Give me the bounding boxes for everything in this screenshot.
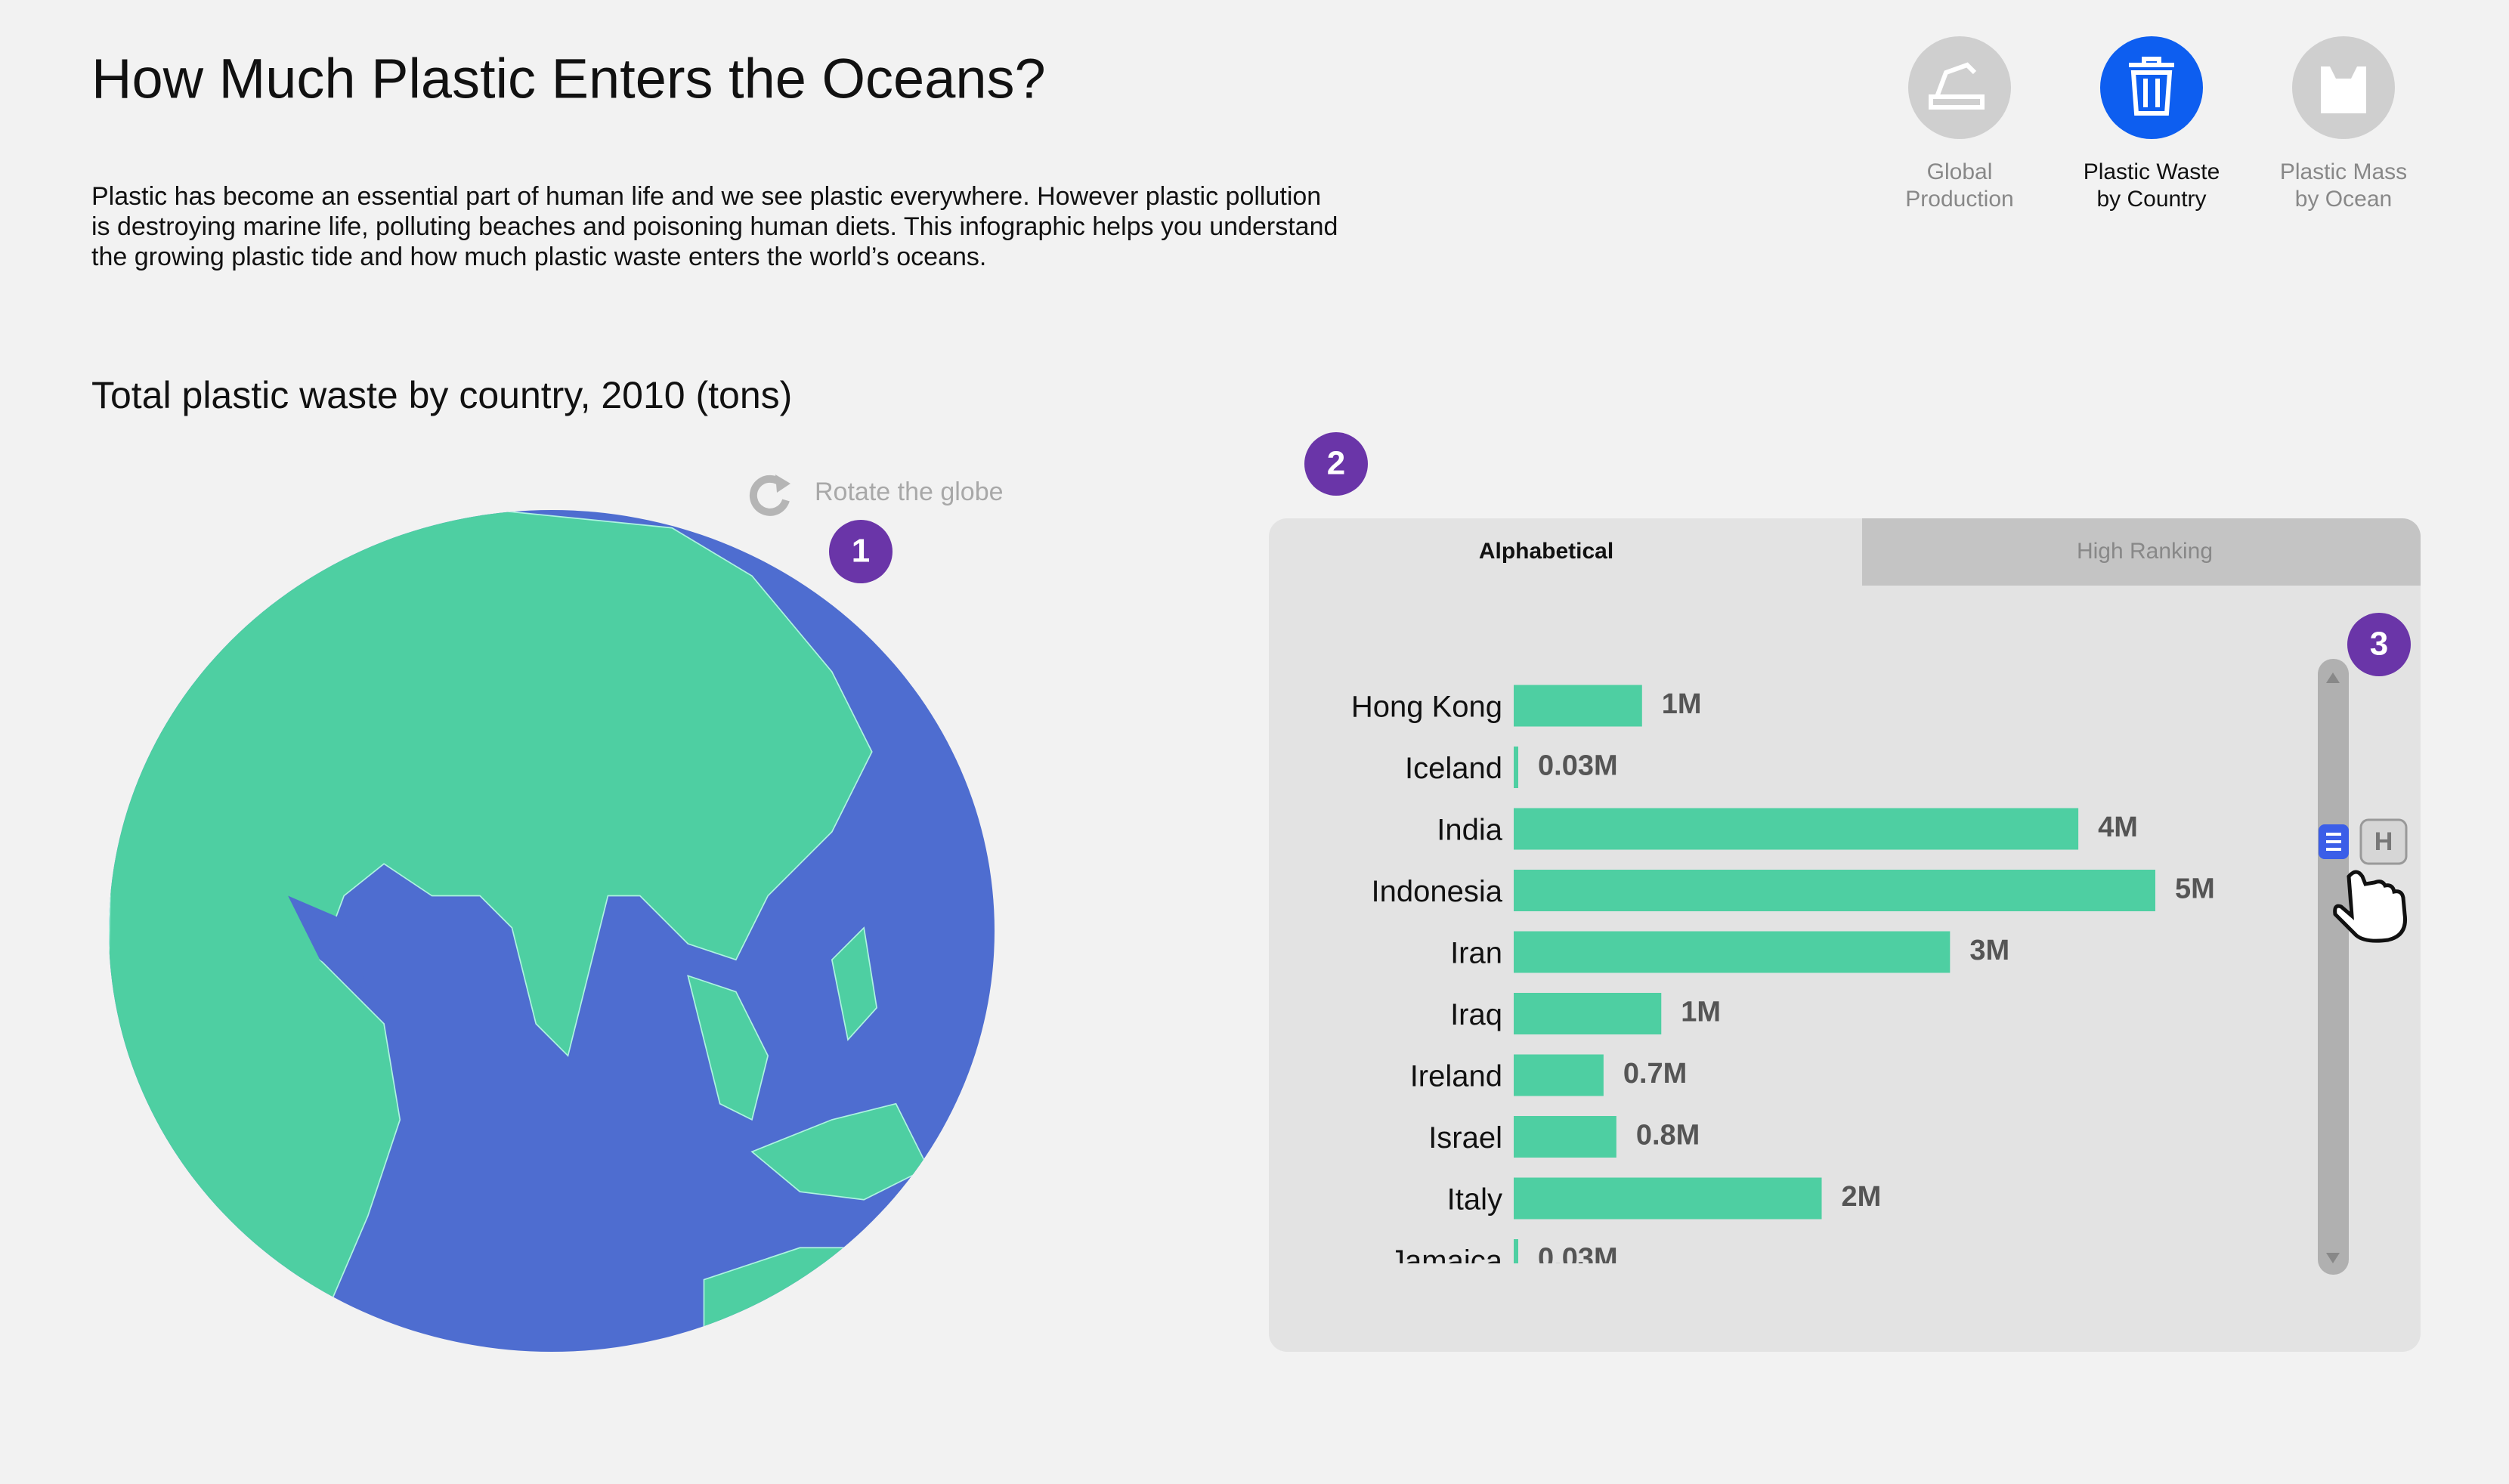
nav-item[interactable]: Plastic Mass by Ocean xyxy=(2280,36,2407,212)
badge-label: 3 xyxy=(2370,626,2388,663)
scroll-button-label[interactable]: H xyxy=(2374,827,2393,856)
bar-list: Hong Kong 1M Iceland 0.03M India 4M Indonesia 5… xyxy=(1351,685,2215,1278)
bar xyxy=(1514,931,1951,973)
badge-label: 1 xyxy=(852,533,870,570)
description-line: is destroying marine life, polluting bea… xyxy=(91,212,1338,241)
nav-item[interactable]: Plastic Waste by Country xyxy=(2084,36,2220,212)
factory-icon xyxy=(1929,62,1985,110)
nav-icon xyxy=(2100,36,2203,139)
category-label: Jamaica xyxy=(1390,1244,1503,1278)
description-line: Plastic has become an essential part of … xyxy=(91,182,1321,211)
bag-icon xyxy=(2321,66,2366,113)
tab-inactive[interactable] xyxy=(1862,518,2421,586)
category-label: Israel xyxy=(1428,1121,1502,1155)
category-label: Iraq xyxy=(1450,998,1502,1031)
nav-label[interactable]: by Country xyxy=(2096,187,2206,212)
value-label: 0.7M xyxy=(1623,1058,1687,1090)
rotate-label: Rotate the globe xyxy=(815,478,1004,506)
category-label: Indonesia xyxy=(1372,875,1503,908)
value-label: 0.03M xyxy=(1538,750,1618,782)
category-label: Italy xyxy=(1447,1183,1502,1217)
scroll-thumb[interactable] xyxy=(2319,824,2349,859)
scroll-up[interactable] xyxy=(2326,672,2340,683)
tab-label[interactable]: High Ranking xyxy=(2077,539,2213,564)
rotate-control[interactable]: Rotate the globe xyxy=(749,475,1004,516)
description: Plastic has become an essential part of … xyxy=(91,182,1338,271)
bar xyxy=(1514,1054,1604,1096)
value-label: 2M xyxy=(1842,1181,1882,1213)
thumb-grip xyxy=(2326,833,2341,851)
bar xyxy=(1514,1239,1518,1263)
badge xyxy=(829,520,893,583)
category-label: Hong Kong xyxy=(1351,691,1502,724)
badges: 1 2 3 xyxy=(829,432,2411,676)
description-line: the growing plastic tide and how much pl… xyxy=(91,243,986,271)
value-label: 3M xyxy=(1969,935,2009,966)
page-title: How Much Plastic Enters the Oceans? xyxy=(91,48,1046,110)
hand-cursor xyxy=(2333,870,2408,943)
nav-label[interactable]: Production xyxy=(1905,187,2013,212)
value-label: 5M xyxy=(2175,873,2215,905)
category-label: Iceland xyxy=(1405,752,1502,785)
rotate-icon xyxy=(749,475,790,516)
value-label: 1M xyxy=(1681,997,1721,1028)
category-label: Iran xyxy=(1450,937,1502,970)
bar xyxy=(1514,685,1642,727)
nav-label[interactable]: Plastic Mass xyxy=(2280,159,2407,184)
scroll-down[interactable] xyxy=(2326,1253,2340,1263)
nav-label[interactable]: by Ocean xyxy=(2295,187,2392,212)
scrollbar-track[interactable] xyxy=(2318,659,2349,1275)
chart-title: Total plastic waste by country, 2010 (to… xyxy=(91,374,792,416)
value-label: 4M xyxy=(2098,812,2138,843)
bar xyxy=(1514,808,2079,850)
scroll-button[interactable] xyxy=(2359,818,2408,865)
nav-item[interactable]: Global Production xyxy=(1905,36,2014,212)
category-label: India xyxy=(1437,814,1502,847)
value-label: 0.8M xyxy=(1636,1120,1700,1152)
badge xyxy=(1304,432,1368,496)
badge xyxy=(2347,613,2411,676)
bar xyxy=(1514,1116,1616,1158)
nav-icon xyxy=(1908,36,2011,139)
trash-icon xyxy=(2129,57,2174,116)
value-label: 1M xyxy=(1662,688,1702,720)
nav-label[interactable]: Global xyxy=(1927,159,1993,184)
bar xyxy=(1514,747,1518,788)
category-label: Ireland xyxy=(1410,1060,1502,1093)
value-label: 0.03M xyxy=(1538,1243,1618,1275)
rotate-arrow xyxy=(775,475,790,493)
chart-panel: Alphabetical High Ranking Hong Kong 1M Ice… xyxy=(1269,518,2421,1352)
bar xyxy=(1514,1177,1822,1220)
bar xyxy=(1514,993,1662,1034)
bar xyxy=(1514,870,2155,911)
tab-label[interactable]: Alphabetical xyxy=(1479,539,1613,564)
nav-label[interactable]: Plastic Waste xyxy=(2084,159,2220,184)
badge-label: 2 xyxy=(1327,445,1345,482)
